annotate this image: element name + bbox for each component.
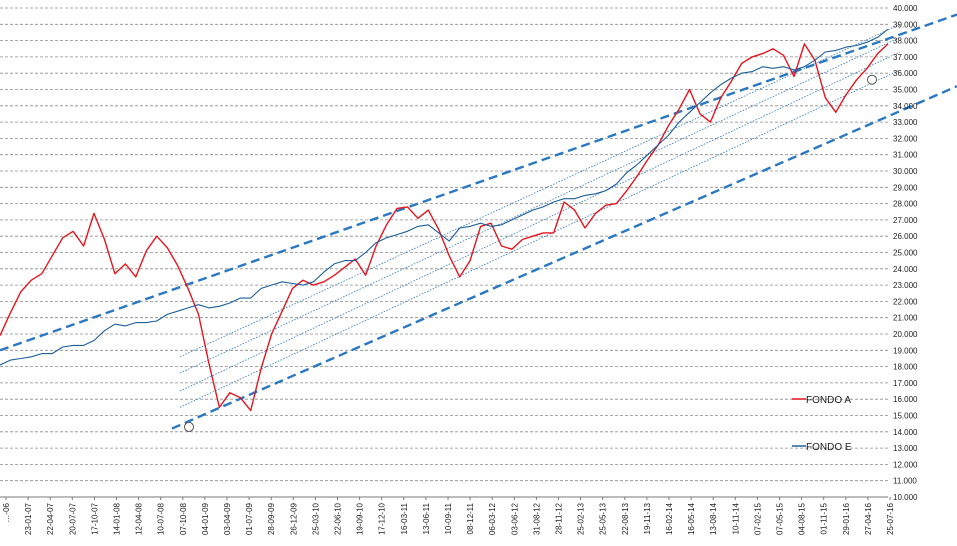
channel-marker	[184, 421, 194, 432]
x-tick-label: 16-02-14	[665, 502, 674, 535]
x-tick-label: 06-03-12	[488, 502, 497, 535]
y-tick-label: 22.000	[893, 297, 918, 306]
x-tick-label: 25-02-13	[577, 502, 586, 535]
x-tick-label: 10-07-08	[157, 502, 166, 535]
y-tick-label: 30.000	[893, 167, 918, 176]
x-tick-label: 27-04-16	[864, 502, 873, 535]
y-tick-label: 40.000	[893, 4, 918, 13]
x-tick-label: 01-11-15	[820, 502, 829, 534]
channel-marker	[867, 74, 877, 85]
y-tick-label: 17.000	[893, 379, 918, 388]
y-tick-label: 12.000	[893, 460, 918, 469]
y-tick-label: 15.000	[893, 412, 918, 421]
trend-channel	[0, 13, 957, 430]
x-tick-label: 07-02-15	[753, 502, 762, 535]
x-tick-label: 10-11-14	[731, 502, 740, 534]
x-tick-label: 13-06-11	[422, 502, 431, 534]
x-tick-label: 26-12-09	[289, 502, 298, 535]
y-tick-label: 24.000	[893, 265, 918, 274]
x-tick-label: 13-08-14	[709, 502, 718, 535]
x-tick-label: 19-09-10	[356, 502, 365, 535]
x-tick-label: 16-05-14	[687, 502, 696, 535]
x-tick-label: 16-03-11	[400, 502, 409, 534]
y-tick-label: 18.000	[893, 363, 918, 372]
y-tick-label: 38.000	[893, 37, 918, 46]
legend-label-fondo-e: FONDO E	[806, 442, 852, 453]
y-tick-label: 36.000	[893, 69, 918, 78]
y-tick-label: 26.000	[893, 232, 918, 241]
channel-boundary	[171, 85, 957, 430]
y-tick-label: 20.000	[893, 330, 918, 339]
x-tick-label: 25-05-13	[599, 502, 608, 535]
y-tick-label: 27.000	[893, 216, 918, 225]
y-tick-label: 34.000	[893, 102, 918, 111]
y-tick-label: 37.000	[893, 53, 918, 62]
x-tick-label: 31-08-12	[532, 502, 541, 535]
x-tick-label: 28-09-09	[267, 502, 276, 535]
channel-boundary	[0, 13, 957, 352]
channel-inner-line	[179, 23, 901, 358]
y-tick-label: 31.000	[893, 151, 918, 160]
y-tick-label: 14.000	[893, 428, 918, 437]
grid-lines	[0, 7, 888, 498]
channel-inner-line	[179, 36, 901, 374]
x-tick-label: 07-10-08	[179, 502, 188, 535]
x-tick-label: 17-10-07	[90, 502, 99, 535]
y-tick-label: 21.000	[893, 314, 918, 323]
legend: FONDO A FONDO E	[792, 395, 852, 453]
y-tick-label: 29.000	[893, 183, 918, 192]
x-tick-label: 28-11-12	[555, 502, 564, 534]
x-tick-label: 22-06-10	[334, 502, 343, 535]
y-tick-label: 23.000	[893, 281, 918, 290]
y-tick-label: 39.000	[893, 20, 918, 29]
legend-label-fondo-a: FONDO A	[806, 395, 851, 406]
y-tick-label: 28.000	[893, 200, 918, 209]
x-tick-label: 08-12-11	[466, 502, 475, 534]
y-tick-label: 35.000	[893, 86, 918, 95]
y-tick-label: 33.000	[893, 118, 918, 127]
y-axis: 10.000 11.000 12.000 13.000 14.000 15.000 16.0…	[893, 4, 918, 502]
series-lines	[0, 28, 889, 412]
x-tick-label: 12-04-08	[135, 502, 144, 535]
x-tick-label: 04-01-09	[201, 502, 210, 535]
x-tick-label: 20-07-07	[68, 502, 77, 535]
x-tick-label: 22-04-07	[46, 502, 55, 535]
channel-inner-line	[179, 51, 901, 392]
x-tick-label: 22-08-13	[621, 502, 630, 535]
series-line-fondo-a	[0, 43, 889, 412]
x-tick-label: 10-09-11	[444, 502, 453, 534]
x-axis: …-06 23-01-07 22-04-07 20-07-07 17-10-07 14-0…	[0, 496, 895, 535]
x-tick-label: 03-06-12	[510, 502, 519, 535]
y-tick-label: 16.000	[893, 395, 918, 404]
x-tick-label: …-06	[2, 502, 11, 522]
x-tick-label: 03-04-09	[223, 502, 232, 535]
x-tick-label: 25-03-10	[311, 502, 320, 535]
x-tick-label: 07-05-15	[776, 502, 785, 535]
x-tick-label: 25-07-16	[886, 502, 895, 535]
y-tick-label: 11.000	[893, 477, 917, 486]
y-tick-label: 19.000	[893, 346, 918, 355]
y-tick-label: 32.000	[893, 134, 918, 143]
x-tick-label: 01-07-09	[245, 502, 254, 535]
x-tick-label: 04-08-15	[798, 502, 807, 535]
channel-markers	[184, 74, 877, 432]
y-tick-label: 10.000	[893, 493, 918, 502]
x-tick-label: 29-01-16	[842, 502, 851, 535]
y-tick-label: 25.000	[893, 249, 918, 258]
x-tick-label: 23-01-07	[24, 502, 33, 535]
x-tick-label: 19-11-13	[643, 502, 652, 534]
y-tick-label: 13.000	[893, 444, 918, 453]
channel-inner-line	[179, 69, 901, 408]
x-tick-label: 14-01-08	[113, 502, 122, 535]
series-line-fondo-e	[0, 28, 889, 366]
x-tick-label: 17-12-10	[378, 502, 387, 535]
